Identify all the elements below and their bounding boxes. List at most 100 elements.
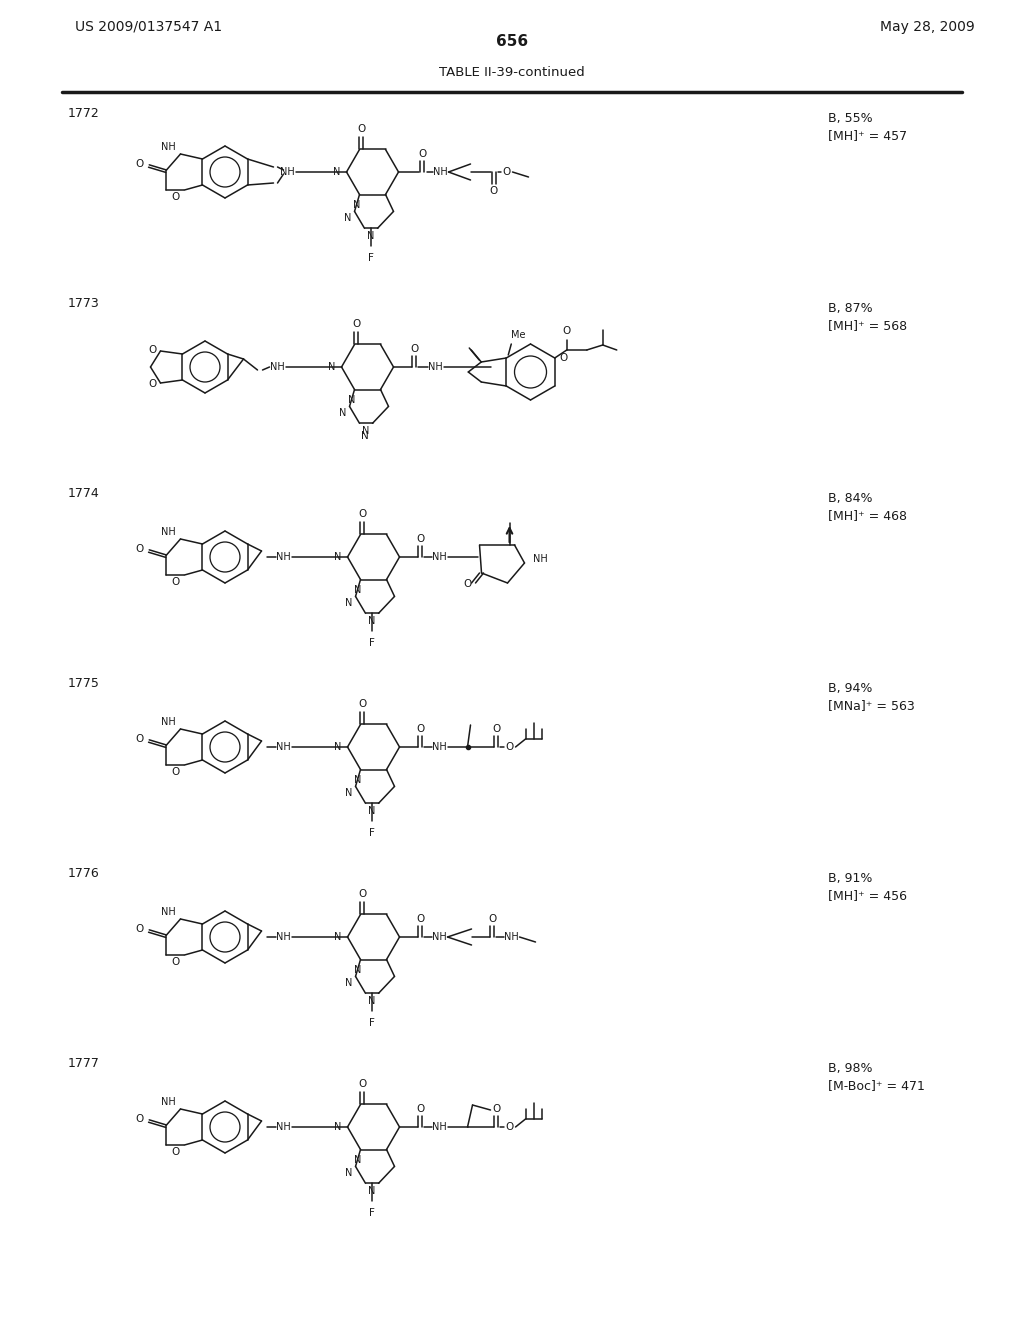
Text: O: O xyxy=(171,957,179,968)
Text: O: O xyxy=(411,345,419,354)
Text: N: N xyxy=(353,199,360,210)
Text: [MH]⁺ = 457: [MH]⁺ = 457 xyxy=(828,129,907,143)
Text: NH: NH xyxy=(432,1122,446,1133)
Text: NH: NH xyxy=(432,552,446,562)
Text: NH: NH xyxy=(161,527,175,537)
Text: 1777: 1777 xyxy=(68,1057,100,1071)
Text: N: N xyxy=(361,426,369,437)
Text: [MH]⁺ = 468: [MH]⁺ = 468 xyxy=(828,510,907,521)
Text: O: O xyxy=(358,510,367,520)
Text: NH: NH xyxy=(432,742,446,752)
Text: F: F xyxy=(369,829,375,838)
Text: [MNa]⁺ = 563: [MNa]⁺ = 563 xyxy=(828,700,914,711)
Text: B, 91%: B, 91% xyxy=(828,873,872,884)
Text: NH: NH xyxy=(161,143,175,152)
Text: N: N xyxy=(354,585,361,594)
Text: O: O xyxy=(171,191,179,202)
Text: O: O xyxy=(135,544,143,554)
Text: O: O xyxy=(135,1114,143,1123)
Text: O: O xyxy=(417,1104,425,1114)
Text: N: N xyxy=(368,807,375,816)
Text: N: N xyxy=(334,742,342,752)
Text: B, 94%: B, 94% xyxy=(828,682,872,696)
Text: NH: NH xyxy=(270,362,285,372)
Text: N: N xyxy=(368,997,375,1006)
Text: 1776: 1776 xyxy=(68,867,99,880)
Text: F: F xyxy=(369,639,375,648)
Text: O: O xyxy=(135,924,143,933)
Text: N: N xyxy=(345,1168,352,1179)
Text: NH: NH xyxy=(161,1097,175,1107)
Text: N: N xyxy=(348,395,355,404)
Text: [MH]⁺ = 568: [MH]⁺ = 568 xyxy=(828,319,907,333)
Text: N: N xyxy=(354,775,361,784)
Text: NH: NH xyxy=(276,552,291,562)
Text: N: N xyxy=(345,978,352,989)
Text: NH: NH xyxy=(276,932,291,942)
Text: O: O xyxy=(488,913,497,924)
Text: O: O xyxy=(417,723,425,734)
Text: O: O xyxy=(493,723,501,734)
Text: B, 87%: B, 87% xyxy=(828,302,872,315)
Text: O: O xyxy=(357,124,366,135)
Text: O: O xyxy=(171,1147,179,1158)
Text: O: O xyxy=(464,579,472,589)
Text: NH: NH xyxy=(532,554,547,564)
Text: N: N xyxy=(345,598,352,609)
Text: B, 55%: B, 55% xyxy=(828,112,872,125)
Text: NH: NH xyxy=(161,907,175,917)
Text: 1772: 1772 xyxy=(68,107,99,120)
Text: O: O xyxy=(506,742,514,752)
Text: N: N xyxy=(360,432,369,441)
Text: O: O xyxy=(148,379,157,389)
Text: [M-Boc]⁺ = 471: [M-Boc]⁺ = 471 xyxy=(828,1078,925,1092)
Text: N: N xyxy=(354,965,361,974)
Text: NH: NH xyxy=(276,742,291,752)
Text: O: O xyxy=(148,345,157,355)
Text: O: O xyxy=(417,913,425,924)
Text: O: O xyxy=(489,186,498,195)
Text: NH: NH xyxy=(433,168,447,177)
Text: O: O xyxy=(352,319,360,330)
Text: N: N xyxy=(334,1122,342,1133)
Text: TABLE II-39-continued: TABLE II-39-continued xyxy=(439,66,585,78)
Text: N: N xyxy=(354,1155,361,1164)
Text: NH: NH xyxy=(276,1122,291,1133)
Text: N: N xyxy=(368,1187,375,1196)
Text: N: N xyxy=(345,788,352,799)
Text: O: O xyxy=(503,168,511,177)
Text: 1773: 1773 xyxy=(68,297,99,310)
Text: O: O xyxy=(171,767,179,777)
Text: N: N xyxy=(344,214,351,223)
Text: O: O xyxy=(560,352,568,363)
Text: O: O xyxy=(358,700,367,709)
Text: N: N xyxy=(328,362,336,372)
Text: O: O xyxy=(358,890,367,899)
Text: 656: 656 xyxy=(496,34,528,49)
Text: Me: Me xyxy=(511,330,525,341)
Text: O: O xyxy=(135,734,143,744)
Text: O: O xyxy=(358,1080,367,1089)
Text: O: O xyxy=(562,326,571,337)
Text: O: O xyxy=(506,1122,514,1133)
Text: 1775: 1775 xyxy=(68,677,100,690)
Text: B, 98%: B, 98% xyxy=(828,1063,872,1074)
Text: O: O xyxy=(135,158,143,169)
Text: N: N xyxy=(368,616,375,626)
Text: NH: NH xyxy=(504,932,519,942)
Text: N: N xyxy=(339,408,346,418)
Text: N: N xyxy=(334,552,342,562)
Text: NH: NH xyxy=(432,932,446,942)
Text: O: O xyxy=(417,535,425,544)
Text: F: F xyxy=(369,1208,375,1218)
Text: NH: NH xyxy=(161,717,175,727)
Text: N: N xyxy=(333,168,341,177)
Text: [MH]⁺ = 456: [MH]⁺ = 456 xyxy=(828,888,907,902)
Text: F: F xyxy=(368,253,374,263)
Text: N: N xyxy=(334,932,342,942)
Text: F: F xyxy=(369,1018,375,1028)
Text: O: O xyxy=(419,149,427,158)
Text: O: O xyxy=(171,577,179,587)
Text: 1774: 1774 xyxy=(68,487,99,500)
Text: NH: NH xyxy=(281,168,295,177)
